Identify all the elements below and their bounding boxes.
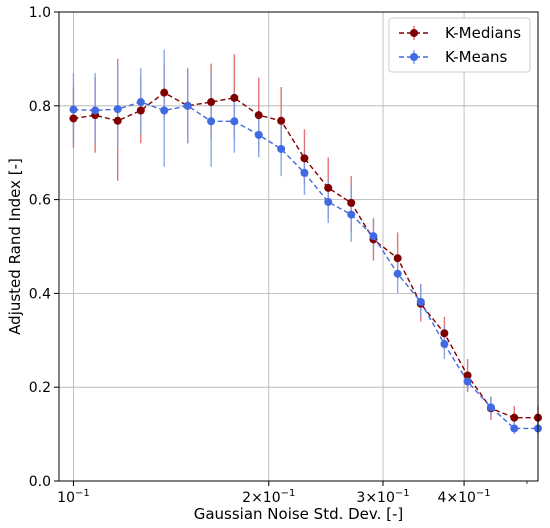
y-tick-label: 0.0 — [29, 474, 51, 490]
data-point — [300, 168, 309, 177]
y-tick-label: 0.4 — [29, 286, 51, 302]
x-tick-label-exponent: −1 — [395, 488, 410, 499]
x-tick-label: 4×10−1 — [437, 488, 490, 506]
x-tick-label-exponent: −1 — [75, 488, 90, 499]
y-tick-label: 0.8 — [29, 99, 51, 115]
data-point — [393, 269, 402, 278]
data-point — [254, 111, 263, 120]
x-axis-label: Gaussian Noise Std. Dev. [-] — [194, 505, 404, 523]
x-tick-label: 10−1 — [57, 488, 90, 506]
data-point — [69, 105, 78, 114]
plot-frame — [58, 11, 539, 482]
x-tick-label-base: 4×10 — [437, 490, 475, 506]
legend-label: K-Medians — [445, 24, 521, 42]
legend: K-Medians K-Means — [388, 17, 531, 73]
x-tick-label-base: 10 — [57, 490, 75, 506]
data-point — [160, 88, 169, 97]
data-point — [113, 116, 122, 125]
x-tick-label: 2×10−1 — [242, 488, 295, 506]
data-point — [486, 403, 495, 412]
data-point — [160, 106, 169, 115]
data-point — [300, 154, 309, 163]
y-tick-label: 1.0 — [29, 5, 51, 21]
x-tick-label-exponent: −1 — [476, 488, 491, 499]
axis-ticks: 0.00.20.40.60.81.010−1 2×10−1 3×10−1 4×10−1 — [29, 5, 528, 506]
data-point — [207, 98, 216, 107]
series-layer — [69, 49, 542, 435]
data-point — [347, 198, 356, 207]
data-point — [230, 117, 239, 126]
data-point — [91, 106, 100, 115]
data-point — [324, 197, 333, 206]
x-tick-label-base: 2×10 — [242, 490, 280, 506]
data-point — [230, 93, 239, 102]
data-point — [440, 329, 449, 338]
data-point — [510, 413, 519, 422]
x-tick-label-exponent: −1 — [281, 488, 296, 499]
data-point — [416, 297, 425, 306]
data-point — [324, 183, 333, 192]
data-point — [69, 114, 78, 123]
data-point — [510, 424, 519, 433]
legend-box — [388, 17, 531, 73]
data-point — [277, 144, 286, 153]
x-tick-label: 3×10−1 — [356, 488, 409, 506]
data-point — [463, 377, 472, 386]
data-point — [347, 210, 356, 219]
data-point — [254, 130, 263, 139]
data-point — [369, 232, 378, 241]
data-point — [113, 105, 122, 114]
y-tick-label: 0.6 — [29, 193, 51, 209]
legend-marker — [410, 29, 418, 37]
y-axis-label: Adjusted Rand Index [-] — [6, 158, 24, 335]
y-tick-label: 0.2 — [29, 380, 51, 396]
data-point — [207, 117, 216, 126]
data-point — [277, 116, 286, 125]
legend-label: K-Means — [445, 48, 508, 66]
x-tick-label-base: 3×10 — [356, 490, 394, 506]
data-point — [136, 106, 145, 115]
legend-marker — [410, 53, 418, 61]
data-point — [183, 101, 192, 110]
series-1 — [69, 98, 542, 433]
data-point — [136, 98, 145, 107]
data-point — [440, 340, 449, 349]
data-point — [393, 254, 402, 263]
